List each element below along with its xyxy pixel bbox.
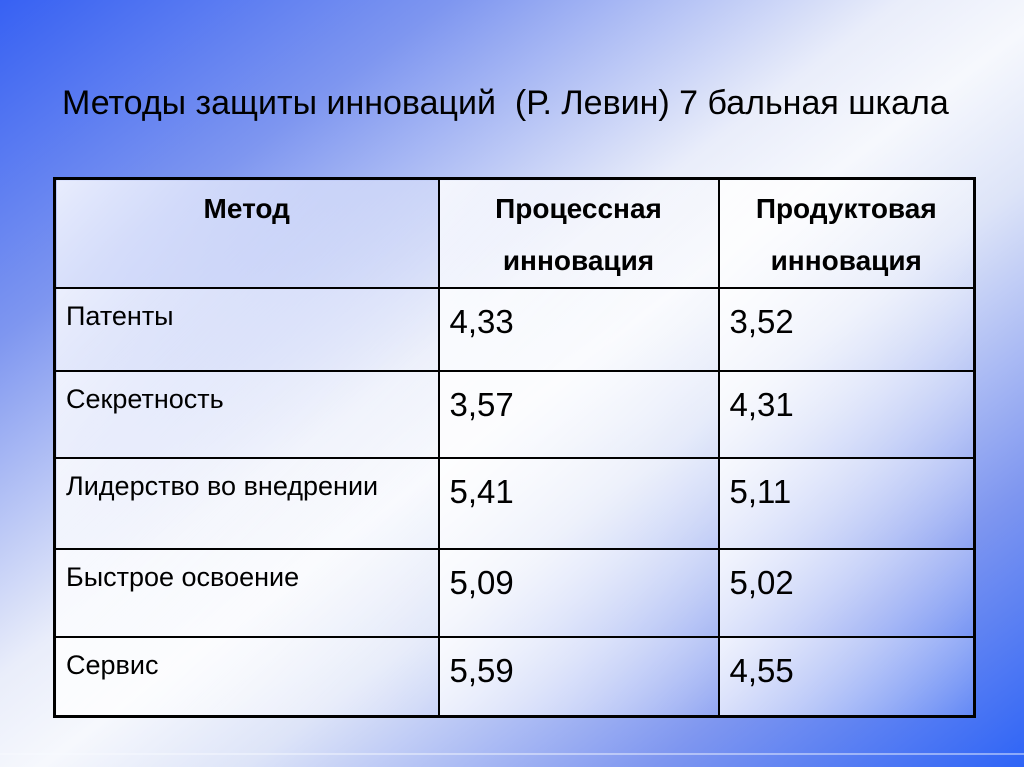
method-label: Патенты [53, 286, 440, 372]
table-row-fast-adoption: Быстрое освоение 5,09 5,02 [53, 547, 976, 638]
process-innovation-value: 3,57 [437, 369, 720, 459]
method-label: Сервис [53, 635, 440, 719]
process-innovation-value: 5,09 [437, 547, 720, 638]
table-row-secrecy: Секретность 3,57 4,31 [53, 369, 976, 459]
product-innovation-value: 4,55 [717, 635, 976, 719]
method-label: Быстрое освоение [53, 547, 440, 638]
product-innovation-value: 4,31 [717, 369, 976, 459]
table-row-patents: Патенты 4,33 3,52 [53, 286, 976, 372]
table-header-row: Метод Процессная инновация Продуктовая и… [53, 176, 976, 289]
method-label: Лидерство во внедрении [53, 456, 440, 550]
col-header-product-innovation: Продуктовая инновация [717, 176, 976, 289]
product-innovation-value: 5,11 [717, 456, 976, 550]
innovation-protection-table: Метод Процессная инновация Продуктовая и… [53, 176, 976, 719]
method-label: Секретность [53, 369, 440, 459]
slide-title: Методы защиты инноваций (Р. Левин) 7 бал… [62, 84, 949, 122]
process-innovation-value: 5,41 [437, 456, 720, 550]
product-innovation-value: 3,52 [717, 286, 976, 372]
col-header-process-innovation: Процессная инновация [437, 176, 720, 289]
table-row-service: Сервис 5,59 4,55 [53, 635, 976, 719]
table-row-leadership: Лидерство во внедрении 5,41 5,11 [53, 456, 976, 550]
process-innovation-value: 5,59 [437, 635, 720, 719]
slide-bottom-edge [0, 753, 1024, 755]
process-innovation-value: 4,33 [437, 286, 720, 372]
product-innovation-value: 5,02 [717, 547, 976, 638]
col-header-method: Метод [53, 176, 440, 289]
